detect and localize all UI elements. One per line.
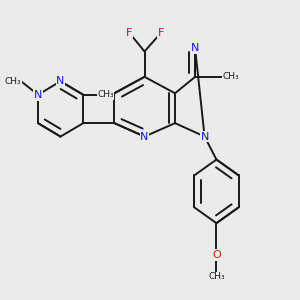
Text: CH₃: CH₃ [223, 72, 240, 81]
Text: N: N [200, 132, 209, 142]
Text: N: N [56, 76, 65, 86]
Text: CH₃: CH₃ [4, 77, 21, 86]
Text: F: F [126, 28, 132, 38]
Text: N: N [191, 44, 199, 53]
Text: F: F [158, 28, 164, 38]
Text: CH₃: CH₃ [97, 90, 114, 99]
Text: O: O [212, 250, 221, 260]
Text: N: N [140, 132, 149, 142]
Text: CH₃: CH₃ [208, 272, 225, 281]
Text: N: N [34, 90, 42, 100]
